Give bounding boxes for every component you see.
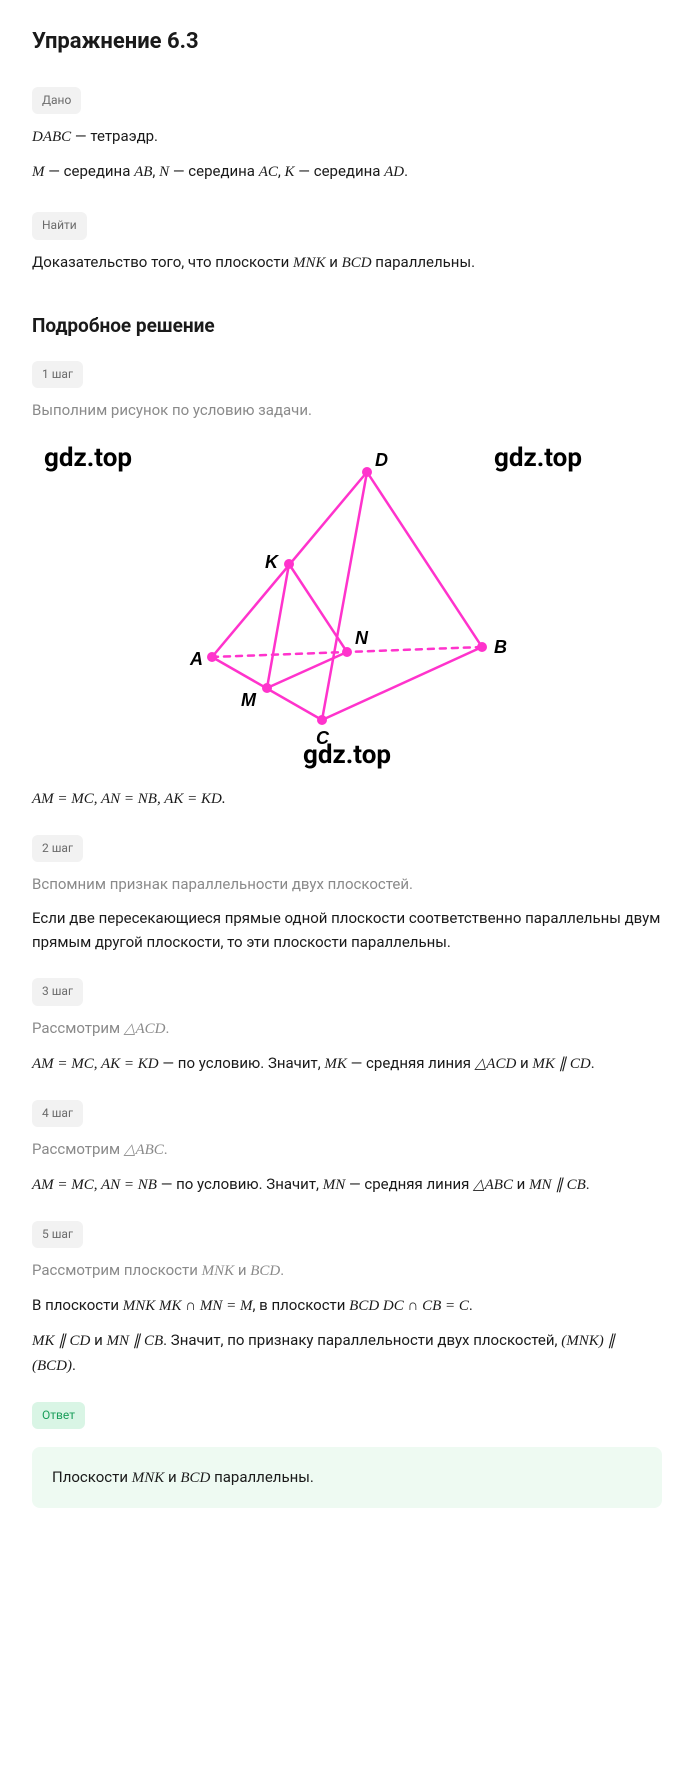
answer-section: Ответ Плоскости MNK и BCD параллельны. — [32, 1402, 662, 1508]
answer-text: Плоскости MNK и BCD параллельны. — [52, 1465, 642, 1490]
solution-title: Подробное решение — [32, 311, 662, 341]
step-4: 4 шаг Рассмотрим △ABC. AM = MC, AN = NB … — [32, 1100, 662, 1197]
answer-box: Плоскости MNK и BCD параллельны. — [32, 1447, 662, 1508]
svg-text:N: N — [355, 628, 369, 648]
step-2-intro: Вспомним признак параллельности двух пло… — [32, 872, 662, 896]
find-section: Найти Доказательство того, что плоскости… — [32, 212, 662, 274]
svg-text:K: K — [265, 552, 280, 572]
exercise-title: Упражнение 6.3 — [32, 24, 662, 59]
step-5-intro: Рассмотрим плоскости MNK и BCD. — [32, 1258, 662, 1283]
step-1-badge: 1 шаг — [32, 361, 83, 388]
svg-text:B: B — [494, 637, 507, 657]
find-badge: Найти — [32, 212, 87, 239]
step-3-intro: Рассмотрим △ACD. — [32, 1016, 662, 1041]
step-5: 5 шаг Рассмотрим плоскости MNK и BCD. В … — [32, 1221, 662, 1378]
given-line-2: M — середина AB, N — середина AC, K — се… — [32, 159, 662, 184]
answer-badge: Ответ — [32, 1402, 85, 1429]
watermark-top-left: gdz.top — [44, 438, 132, 480]
step-1-intro: Выполним рисунок по условию задачи. — [32, 398, 662, 422]
given-section: Дано DABC — тетраэдр. M — середина AB, N… — [32, 87, 662, 184]
step-5-badge: 5 шаг — [32, 1221, 83, 1248]
svg-text:C: C — [316, 728, 330, 748]
given-badge: Дано — [32, 87, 81, 114]
step-2-badge: 2 шаг — [32, 835, 83, 862]
step-3: 3 шаг Рассмотрим △ACD. AM = MC, AK = KD … — [32, 978, 662, 1075]
step-2-body: Если две пересекающиеся прямые одной пло… — [32, 906, 662, 954]
step-4-badge: 4 шаг — [32, 1100, 83, 1127]
step-4-body: AM = MC, AN = NB — по условию. Значит, M… — [32, 1172, 662, 1197]
step-4-intro: Рассмотрим △ABC. — [32, 1137, 662, 1162]
find-text: Доказательство того, что плоскости MNK и… — [32, 250, 662, 275]
step-3-badge: 3 шаг — [32, 978, 83, 1005]
step-5-body-2: MK ∥ CD и MN ∥ CB. Значит, по признаку п… — [32, 1328, 662, 1378]
step-3-body: AM = MC, AK = KD — по условию. Значит, M… — [32, 1051, 662, 1076]
svg-text:A: A — [189, 649, 203, 669]
step-1-equalities: AM = MC, AN = NB, AK = KD. — [32, 786, 662, 811]
svg-text:M: M — [241, 690, 257, 710]
given-line-1: DABC — тетраэдр. — [32, 124, 662, 149]
svg-text:D: D — [375, 450, 388, 470]
tetrahedron-diagram: gdz.top gdz.top ABCDMNK gdz.top — [32, 432, 662, 772]
step-1: 1 шаг Выполним рисунок по условию задачи… — [32, 361, 662, 811]
step-2: 2 шаг Вспомним признак параллельности дв… — [32, 835, 662, 954]
step-5-body-1: В плоскости MNK MK ∩ MN = M, в плоскости… — [32, 1293, 662, 1318]
